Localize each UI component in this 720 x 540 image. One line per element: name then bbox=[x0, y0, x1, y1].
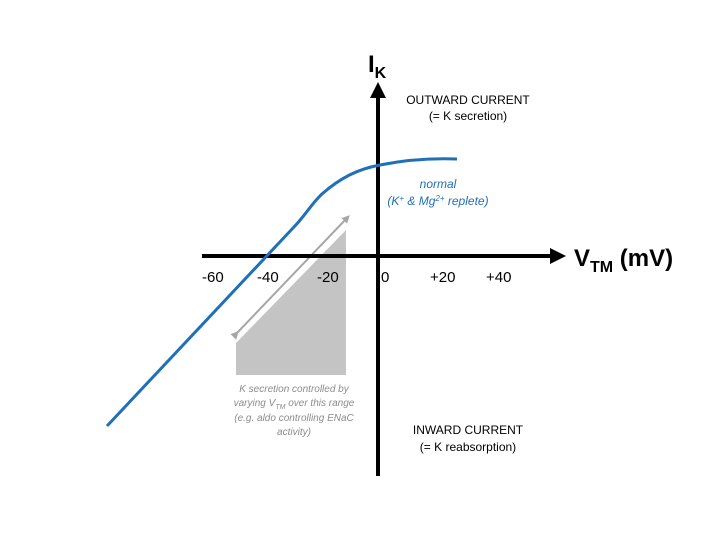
x-tick-label: +20 bbox=[430, 269, 455, 286]
control-range-shade bbox=[236, 230, 346, 375]
outward-current-title: OUTWARD CURRENT bbox=[406, 93, 530, 107]
control-range-arrow bbox=[230, 215, 350, 340]
normal-iv-curve bbox=[105, 157, 458, 428]
x-tick-label: +40 bbox=[486, 269, 511, 286]
y-axis-label: IK bbox=[368, 51, 387, 82]
control-note-line1: K secretion controlled by bbox=[239, 384, 350, 395]
x-tick-label: -40 bbox=[257, 269, 279, 286]
x-tick-label: -60 bbox=[202, 269, 224, 286]
control-note-line3: (e.g. aldo controlling ENaC bbox=[234, 413, 354, 424]
control-note-line2: varying VTM over this range bbox=[234, 398, 355, 411]
x-tick-label: 0 bbox=[381, 269, 389, 286]
inward-current-subtitle: (= K reabsorption) bbox=[420, 440, 516, 454]
y-axis-arrowhead bbox=[370, 82, 386, 98]
curve-label-normal: normal bbox=[420, 177, 457, 191]
curve-label-replete: (K+ & Mg2+ replete) bbox=[387, 194, 488, 208]
x-axis-arrowhead bbox=[550, 248, 566, 264]
outward-current-subtitle: (= K secretion) bbox=[429, 109, 507, 123]
x-tick-label: -20 bbox=[317, 269, 339, 286]
x-axis-label: VTM (mV) bbox=[574, 245, 673, 276]
inward-current-title: INWARD CURRENT bbox=[413, 423, 524, 437]
control-note-line4: activity) bbox=[277, 427, 311, 438]
